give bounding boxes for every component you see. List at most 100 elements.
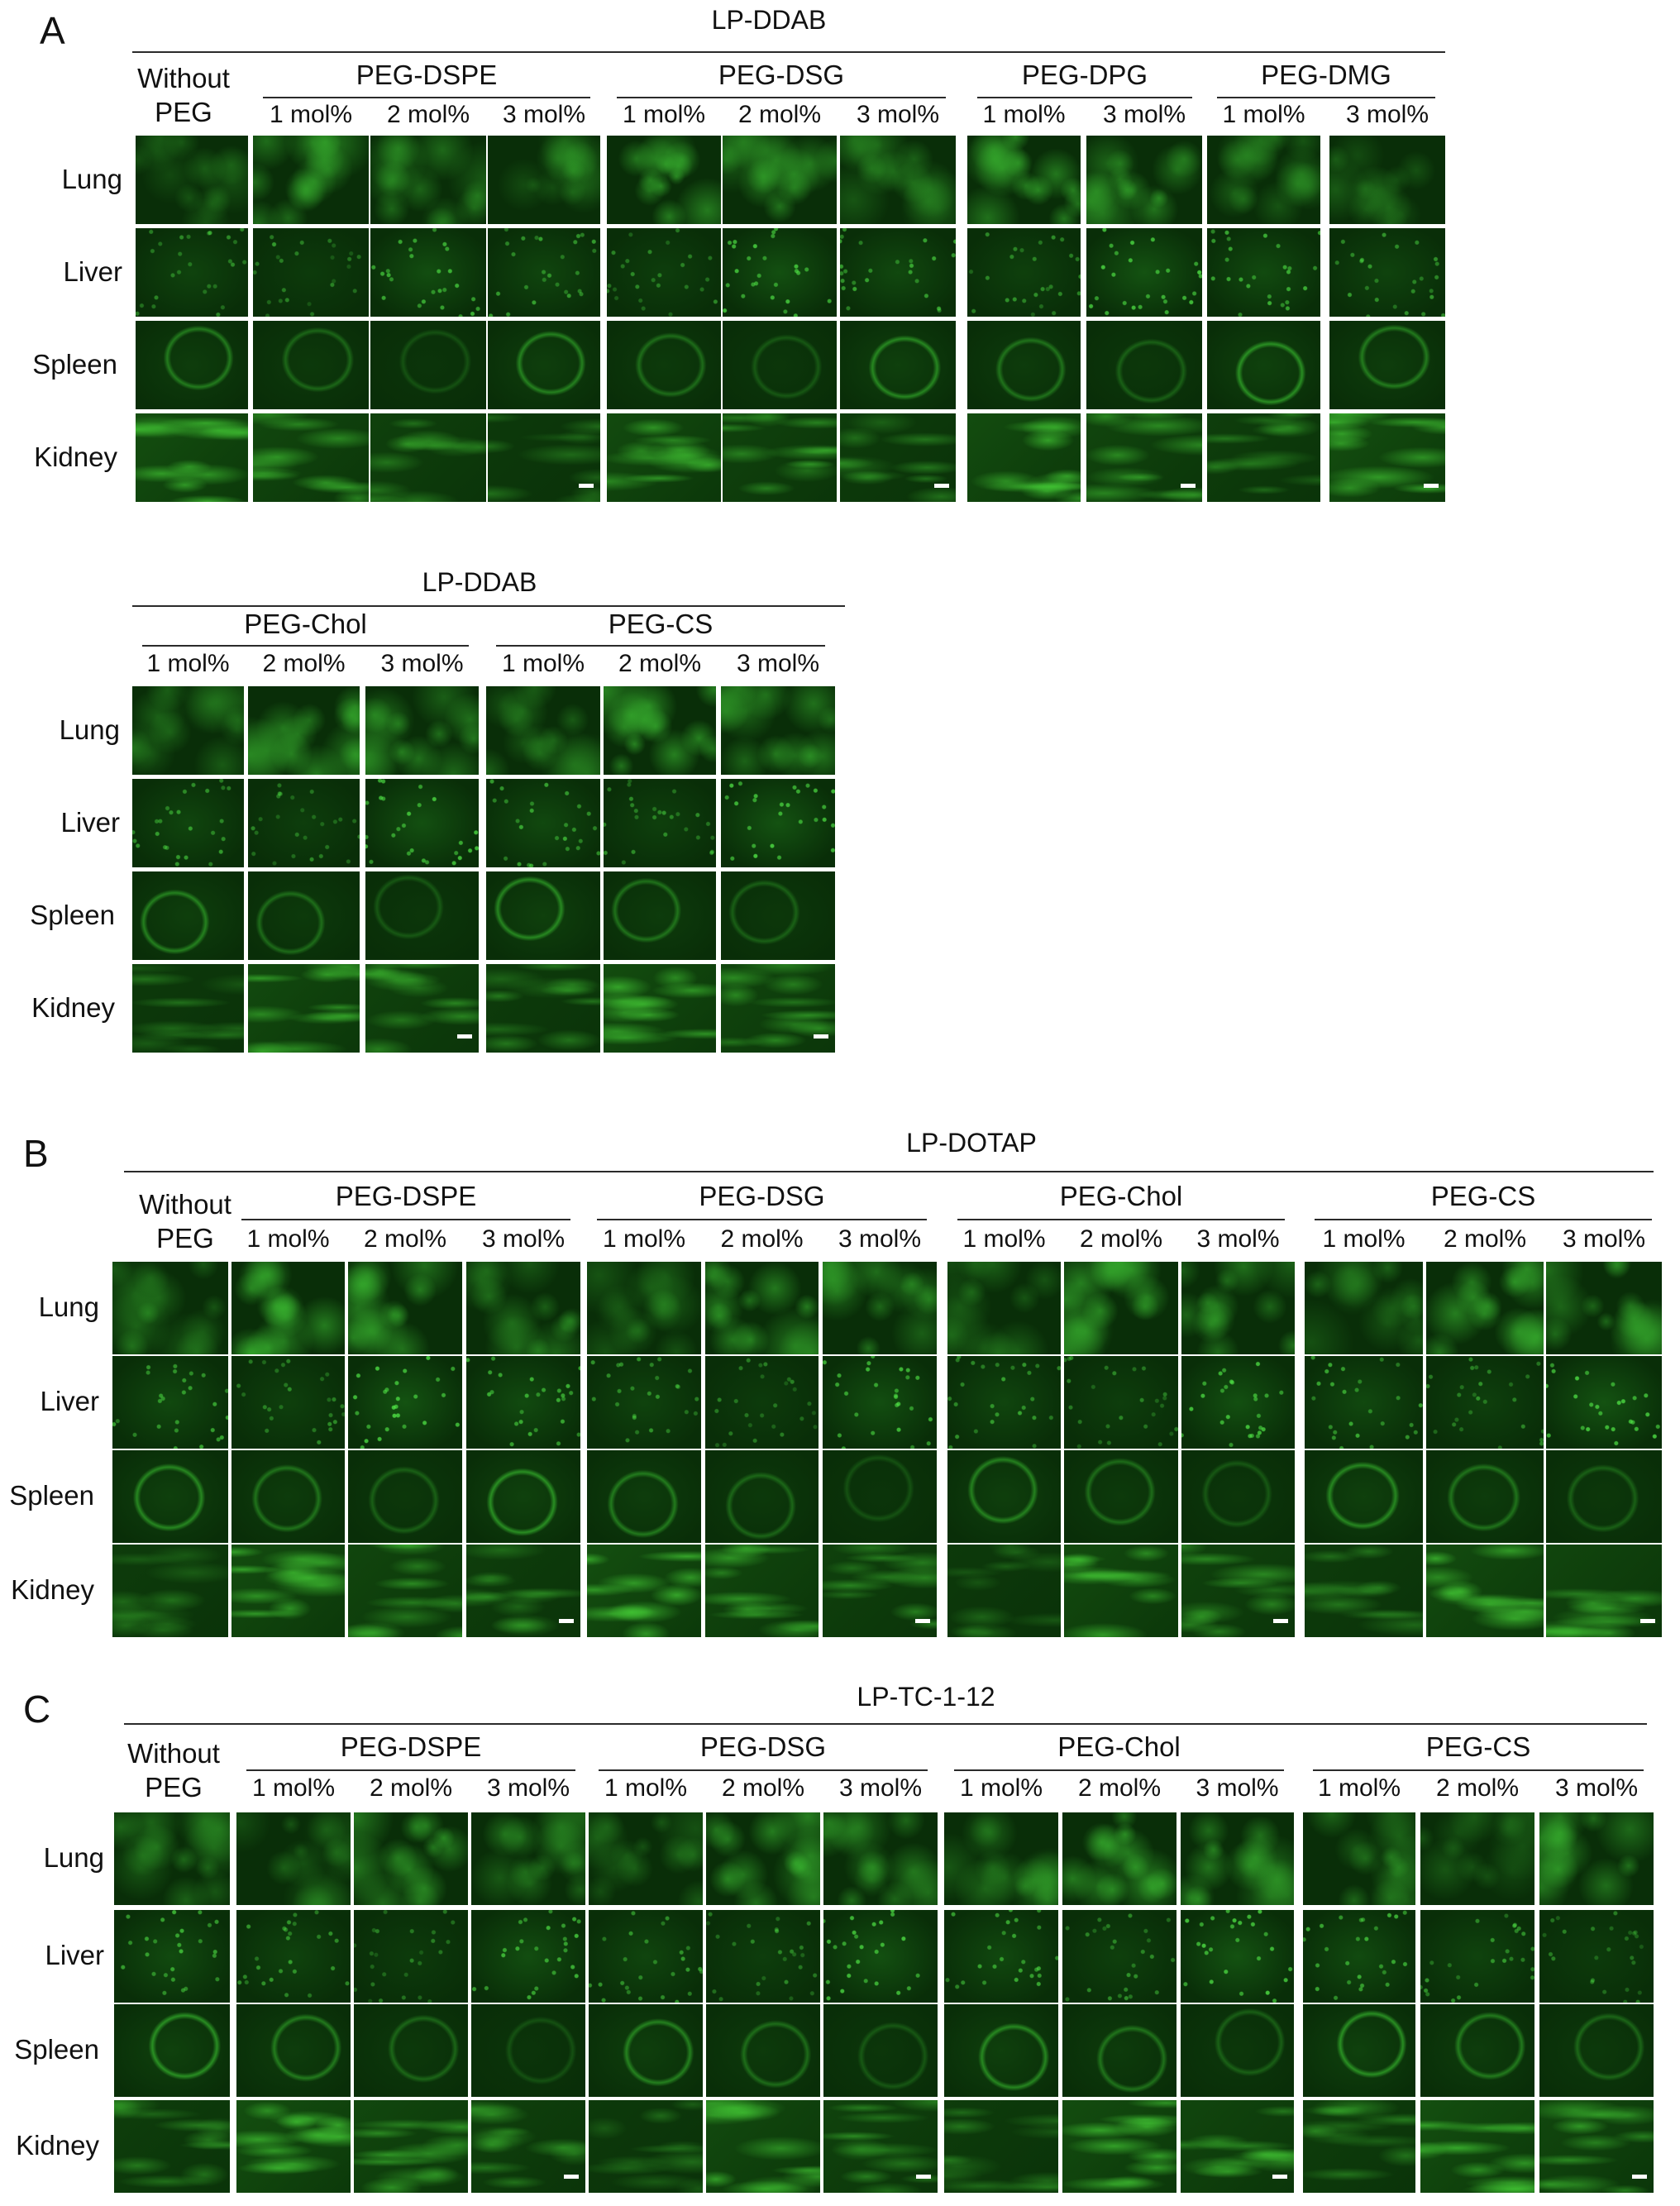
organ-row-label: Lung xyxy=(61,163,122,194)
group-rule xyxy=(977,97,1192,98)
concentration-label: 1 mol% xyxy=(962,1225,1046,1253)
micrograph-tile xyxy=(967,321,1081,409)
micrograph-tile xyxy=(589,1812,703,1905)
scale-bar xyxy=(1424,484,1439,488)
micrograph-tile xyxy=(944,2004,1058,2097)
micrograph-tile xyxy=(705,1262,819,1354)
without-peg-line: PEG xyxy=(156,1223,214,1253)
micrograph-tile xyxy=(706,1910,820,2003)
micrograph-tile xyxy=(370,321,486,409)
scale-bar xyxy=(916,2175,931,2179)
micrograph-tile xyxy=(723,228,837,317)
without-peg-line: PEG xyxy=(145,1772,203,1803)
micrograph-tile xyxy=(136,413,248,502)
organ-row-label: Kidney xyxy=(11,1574,94,1605)
micrograph-tile xyxy=(132,686,244,775)
peg-group-label: PEG-DSG xyxy=(699,1181,825,1211)
micrograph-tile xyxy=(589,2100,703,2193)
micrograph-tile xyxy=(1303,1812,1415,1905)
scale-bar xyxy=(564,2175,579,2179)
peg-group-label: PEG-DSG xyxy=(718,60,845,90)
micrograph-tile xyxy=(604,779,716,867)
micrograph-tile xyxy=(1329,321,1445,409)
organ-row-label: Kidney xyxy=(31,991,115,1023)
micrograph-tile xyxy=(607,321,721,409)
micrograph-tile xyxy=(488,321,600,409)
micrograph-tile xyxy=(705,1450,819,1543)
micrograph-tile xyxy=(1329,413,1445,502)
scale-bar xyxy=(1272,2175,1287,2179)
concentration-label: 3 mol% xyxy=(856,101,940,128)
micrograph-tile xyxy=(944,1812,1058,1905)
concentration-label: 1 mol% xyxy=(622,101,706,128)
panel-title: LP-DDAB xyxy=(711,5,827,35)
micrograph-tile xyxy=(1181,1545,1295,1637)
micrograph-tile xyxy=(1426,1450,1544,1543)
peg-group-label: PEG-CS xyxy=(1430,1181,1536,1211)
micrograph-tile xyxy=(354,1812,468,1905)
peg-group-label: PEG-CS xyxy=(1425,1731,1531,1762)
scale-bar xyxy=(1632,2175,1647,2179)
concentration-label: 1 mol% xyxy=(146,650,230,677)
concentration-label: 2 mol% xyxy=(1077,1774,1162,1802)
concentration-label: 2 mol% xyxy=(720,1225,804,1253)
micrograph-tile xyxy=(236,2004,351,2097)
micrograph-tile xyxy=(1086,413,1202,502)
micrograph-tile xyxy=(370,228,486,317)
group-rule xyxy=(957,1219,1285,1220)
micrograph-tile xyxy=(1064,1545,1178,1637)
micrograph-tile xyxy=(488,136,600,224)
micrograph-tile xyxy=(823,2100,938,2193)
micrograph-tile xyxy=(947,1356,1061,1449)
micrograph-tile xyxy=(967,413,1081,502)
concentration-label: 2 mol% xyxy=(1435,1774,1520,1802)
concentration-label: 1 mol% xyxy=(959,1774,1043,1802)
without-peg-header: Without PEG xyxy=(91,1736,256,1804)
peg-group-label: PEG-DSPE xyxy=(340,1731,482,1762)
concentration-label: 2 mol% xyxy=(386,101,470,128)
organ-row-label: Lung xyxy=(43,1842,104,1873)
micrograph-tile xyxy=(1064,1262,1178,1354)
micrograph-tile xyxy=(1181,1262,1295,1354)
concentration-label: 1 mol% xyxy=(604,1774,688,1802)
micrograph-tile xyxy=(947,1545,1061,1637)
micrograph-tile xyxy=(112,1450,228,1543)
micrograph-tile xyxy=(823,1450,937,1543)
concentration-label: 2 mol% xyxy=(721,1774,805,1802)
micrograph-tile xyxy=(253,228,369,317)
micrograph-tile xyxy=(723,136,837,224)
micrograph-tile xyxy=(231,1262,345,1354)
micrograph-tile xyxy=(1426,1356,1544,1449)
micrograph-tile xyxy=(365,779,479,867)
without-peg-header: Without PEG xyxy=(101,61,266,129)
micrograph-tile xyxy=(607,228,721,317)
micrograph-tile xyxy=(1420,2004,1534,2097)
micrograph-tile xyxy=(1539,2100,1654,2193)
organ-row-label: Spleen xyxy=(30,899,115,930)
scale-bar xyxy=(1181,484,1196,488)
concentration-label: 1 mol% xyxy=(982,101,1066,128)
concentration-label: 1 mol% xyxy=(269,101,353,128)
micrograph-tile xyxy=(723,413,837,502)
micrograph-tile xyxy=(587,1262,701,1354)
micrograph-tile xyxy=(1546,1545,1662,1637)
micrograph-tile xyxy=(1420,1812,1534,1905)
panel-letter: C xyxy=(23,1688,51,1731)
without-peg-line: PEG xyxy=(155,97,212,127)
micrograph-tile xyxy=(947,1262,1061,1354)
micrograph-tile xyxy=(354,1910,468,2003)
micrograph-tile xyxy=(132,871,244,960)
group-rule xyxy=(954,1769,1284,1771)
micrograph-tile xyxy=(1420,1910,1534,2003)
micrograph-tile xyxy=(486,871,600,960)
micrograph-tile xyxy=(466,1356,580,1449)
micrograph-tile xyxy=(706,2100,820,2193)
concentration-label: 3 mol% xyxy=(481,1225,566,1253)
concentration-label: 3 mol% xyxy=(380,650,464,677)
organ-row-label: Spleen xyxy=(9,1480,94,1511)
micrograph-tile xyxy=(1086,321,1202,409)
micrograph-tile xyxy=(486,686,600,775)
scale-bar xyxy=(1273,1619,1288,1623)
without-peg-line: Without xyxy=(137,63,230,93)
micrograph-tile xyxy=(231,1545,345,1637)
